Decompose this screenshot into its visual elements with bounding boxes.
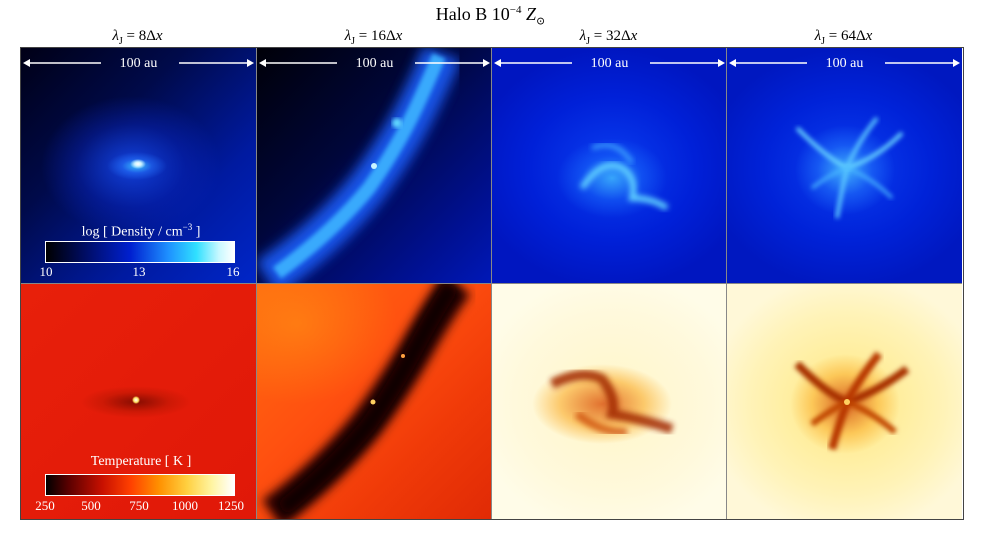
column-label-4: λJ = 64Δx bbox=[814, 28, 873, 47]
density-colorbar-title: log [ Density / cm−3 ] bbox=[81, 222, 201, 240]
image-grid: 100 au log [ Density / cm−3 ] 10 13 16 bbox=[20, 47, 964, 520]
scale-bar-arrow bbox=[494, 59, 725, 67]
title-exponent: −4 bbox=[509, 4, 522, 16]
scale-bar-label: 100 au bbox=[119, 56, 158, 71]
density-structure-3 bbox=[579, 143, 669, 211]
scale-bar-arrow bbox=[729, 59, 960, 67]
density-structure-4 bbox=[795, 116, 904, 219]
scale-bar-label: 100 au bbox=[590, 56, 629, 71]
density-colorbar-ticks: 10 13 16 bbox=[21, 264, 256, 280]
temperature-colorbar-ticks: 250 500 750 1000 1250 bbox=[21, 498, 256, 514]
density-tick: 13 bbox=[132, 264, 146, 279]
temperature-tick: 1000 bbox=[172, 498, 198, 513]
density-tick: 10 bbox=[39, 264, 53, 279]
density-panel-4: 100 au bbox=[726, 48, 962, 283]
temperature-filament-2 bbox=[261, 284, 471, 519]
density-tick: 16 bbox=[226, 264, 240, 279]
temperature-panel-1: Temperature [ K ] 250 500 750 1000 1250 bbox=[21, 283, 256, 519]
density-filament-2 bbox=[257, 48, 461, 283]
title-metallicity-symbol: Z bbox=[525, 4, 536, 24]
temperature-structure-4 bbox=[794, 351, 910, 451]
title-text: Halo B 10 bbox=[435, 4, 510, 24]
title-solar-symbol: ⊙ bbox=[536, 15, 546, 28]
temperature-tick: 500 bbox=[81, 498, 101, 513]
temperature-panel-4 bbox=[726, 283, 962, 519]
density-colorbar bbox=[45, 241, 235, 263]
temperature-tick: 250 bbox=[35, 498, 55, 513]
temperature-panel-3 bbox=[491, 283, 727, 519]
scale-bar-label: 100 au bbox=[355, 56, 394, 71]
scale-bar-label: 100 au bbox=[825, 56, 864, 71]
figure-title: Halo B 10−4 Z⊙ bbox=[0, 4, 981, 28]
column-label-2: λJ = 16Δx bbox=[344, 28, 403, 47]
column-label-1: λJ = 8Δx bbox=[112, 28, 163, 47]
temperature-colorbar-title: Temperature [ K ] bbox=[90, 454, 192, 469]
column-label-3: λJ = 32Δx bbox=[579, 28, 638, 47]
temperature-structure-3 bbox=[549, 370, 674, 437]
density-panel-3: 100 au bbox=[491, 48, 727, 283]
density-panel-1: 100 au log [ Density / cm−3 ] 10 13 16 bbox=[21, 48, 256, 283]
scale-bar-arrow bbox=[23, 59, 254, 67]
temperature-panel-2 bbox=[256, 283, 492, 519]
scale-bar-arrow bbox=[259, 59, 490, 67]
density-panel-2: 100 au bbox=[256, 48, 492, 283]
temperature-tick: 750 bbox=[129, 498, 149, 513]
temperature-colorbar bbox=[45, 474, 235, 496]
temperature-tick: 1250 bbox=[218, 498, 244, 513]
